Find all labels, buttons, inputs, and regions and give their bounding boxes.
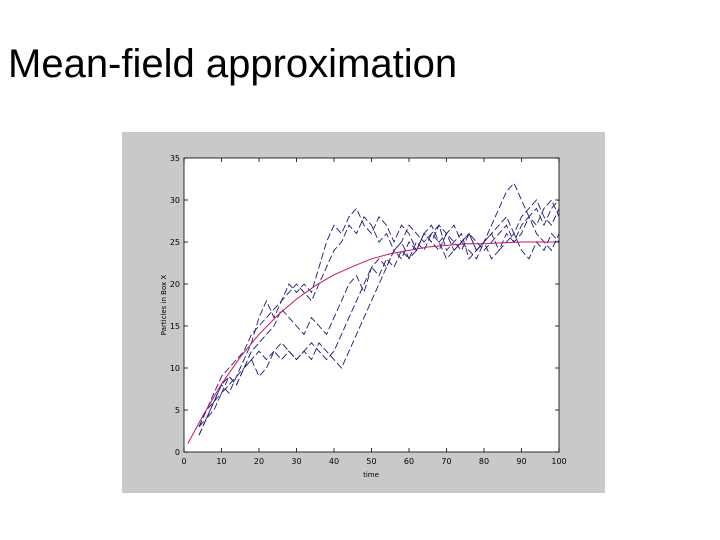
- x-tick-label: 60: [404, 457, 414, 466]
- simulation-line-2: [198, 199, 560, 427]
- y-tick-label: 20: [170, 280, 180, 289]
- x-tick-label: 20: [254, 457, 264, 466]
- x-tick-label: 90: [516, 457, 526, 466]
- y-axis-label: Particles in Box X: [160, 275, 168, 336]
- x-tick-label: 30: [291, 457, 301, 466]
- figure-panel: 0 10 20 30 40 50 60 70 80 90 100 0 5 10 15 20 25 30 35 tim…: [122, 132, 605, 493]
- x-tick-label: 40: [329, 457, 339, 466]
- simulation-line-3: [198, 199, 560, 428]
- simulation-line-1: [198, 182, 560, 436]
- slide-title: Mean-field approximation: [8, 42, 458, 86]
- axes-group: 0 10 20 30 40 50 60 70 80 90 100 0 5 10 15 20 25 30 35: [170, 154, 567, 466]
- x-tick-label: 50: [366, 457, 376, 466]
- x-tick-label: 80: [479, 457, 489, 466]
- x-axis-label: time: [363, 471, 379, 479]
- y-tick-label: 15: [170, 322, 180, 331]
- x-tick-label: 0: [181, 457, 186, 466]
- y-tick-label: 25: [170, 238, 180, 247]
- x-tick-label: 70: [441, 457, 451, 466]
- y-tick-label: 35: [170, 154, 180, 163]
- y-tick-label: 30: [170, 196, 180, 205]
- x-tick-label: 10: [216, 457, 226, 466]
- x-tick-label: 100: [551, 457, 566, 466]
- y-tick-label: 10: [170, 364, 180, 373]
- mean-field-line: [187, 241, 559, 444]
- y-tick-label: 5: [175, 406, 180, 415]
- line-chart: 0 10 20 30 40 50 60 70 80 90 100 0 5 10 15 20 25 30 35 tim…: [160, 154, 567, 479]
- series-group: [187, 182, 560, 444]
- simulation-line-5: [198, 215, 560, 427]
- y-tick-label: 0: [175, 448, 180, 457]
- plot-area: [183, 157, 560, 453]
